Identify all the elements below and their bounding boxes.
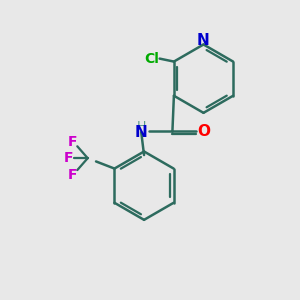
Text: H: H [136,120,146,133]
Text: F: F [68,135,78,149]
Text: N: N [135,124,148,140]
Text: F: F [68,167,78,182]
Text: O: O [197,124,210,139]
Text: F: F [64,151,73,165]
Text: Cl: Cl [144,52,159,66]
Text: N: N [197,33,210,48]
